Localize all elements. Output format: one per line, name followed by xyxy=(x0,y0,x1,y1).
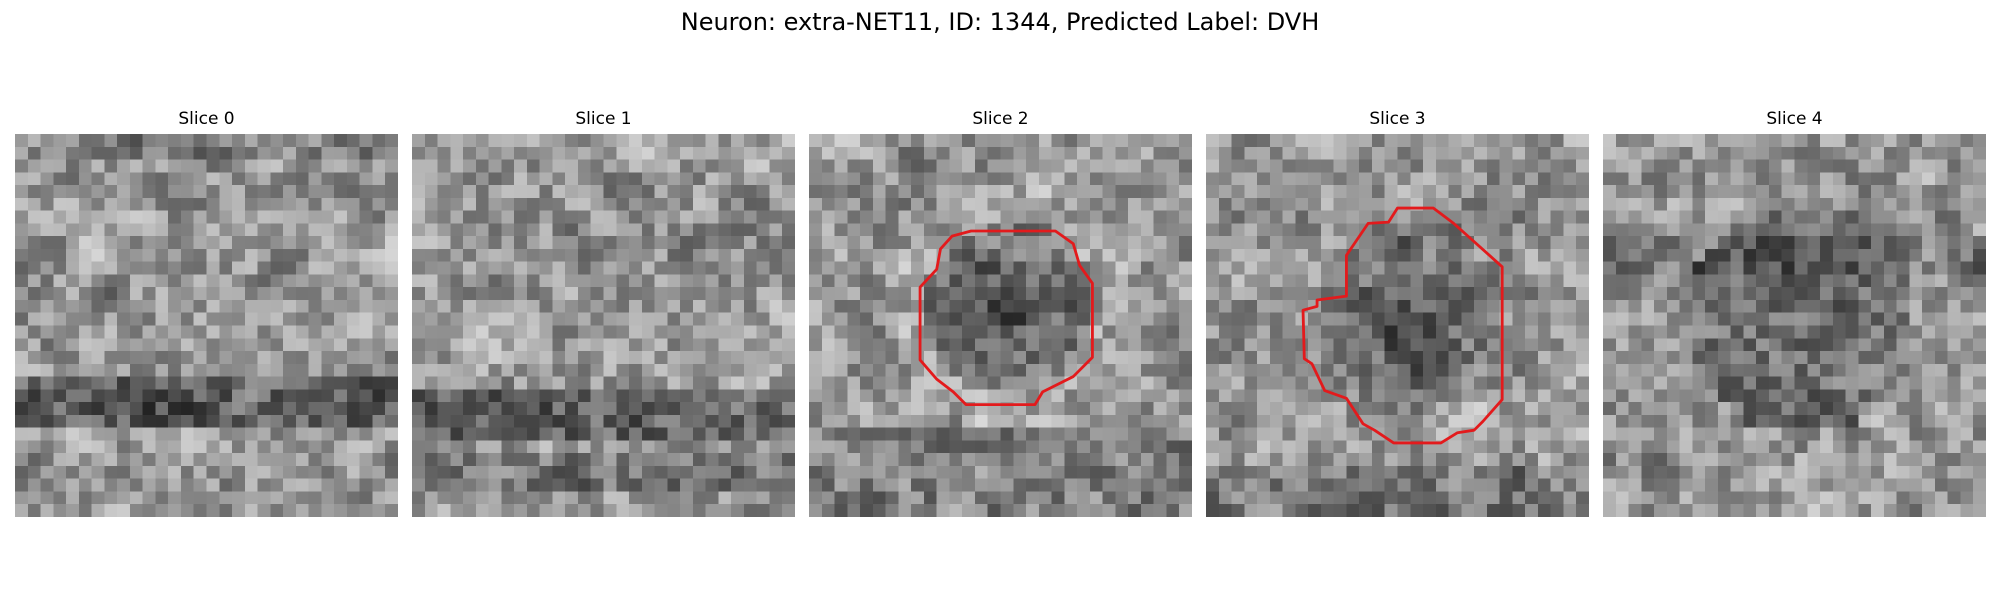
slice-title: Slice 4 xyxy=(1766,109,1823,129)
slice-image xyxy=(1603,134,1986,517)
slice-panel-0: Slice 0 xyxy=(15,108,398,520)
slice-title: Slice 3 xyxy=(1369,109,1426,129)
slice-image xyxy=(412,134,795,517)
slice-title: Slice 1 xyxy=(575,109,632,129)
slice-image xyxy=(15,134,398,517)
neuron-contour xyxy=(918,229,1094,407)
figure-title: Neuron: extra-NET11, ID: 1344, Predicted… xyxy=(680,8,1320,36)
slice-panel-3: Slice 3 xyxy=(1206,108,1589,520)
neuron-contour xyxy=(1301,206,1504,445)
slice-title: Slice 2 xyxy=(972,109,1029,129)
slice-image xyxy=(809,134,1192,517)
slice-image xyxy=(1206,134,1589,517)
slice-panel-4: Slice 4 xyxy=(1603,108,1986,520)
slice-panel-1: Slice 1 xyxy=(412,108,795,520)
slice-title: Slice 0 xyxy=(178,109,235,129)
slice-panel-2: Slice 2 xyxy=(809,108,1192,520)
